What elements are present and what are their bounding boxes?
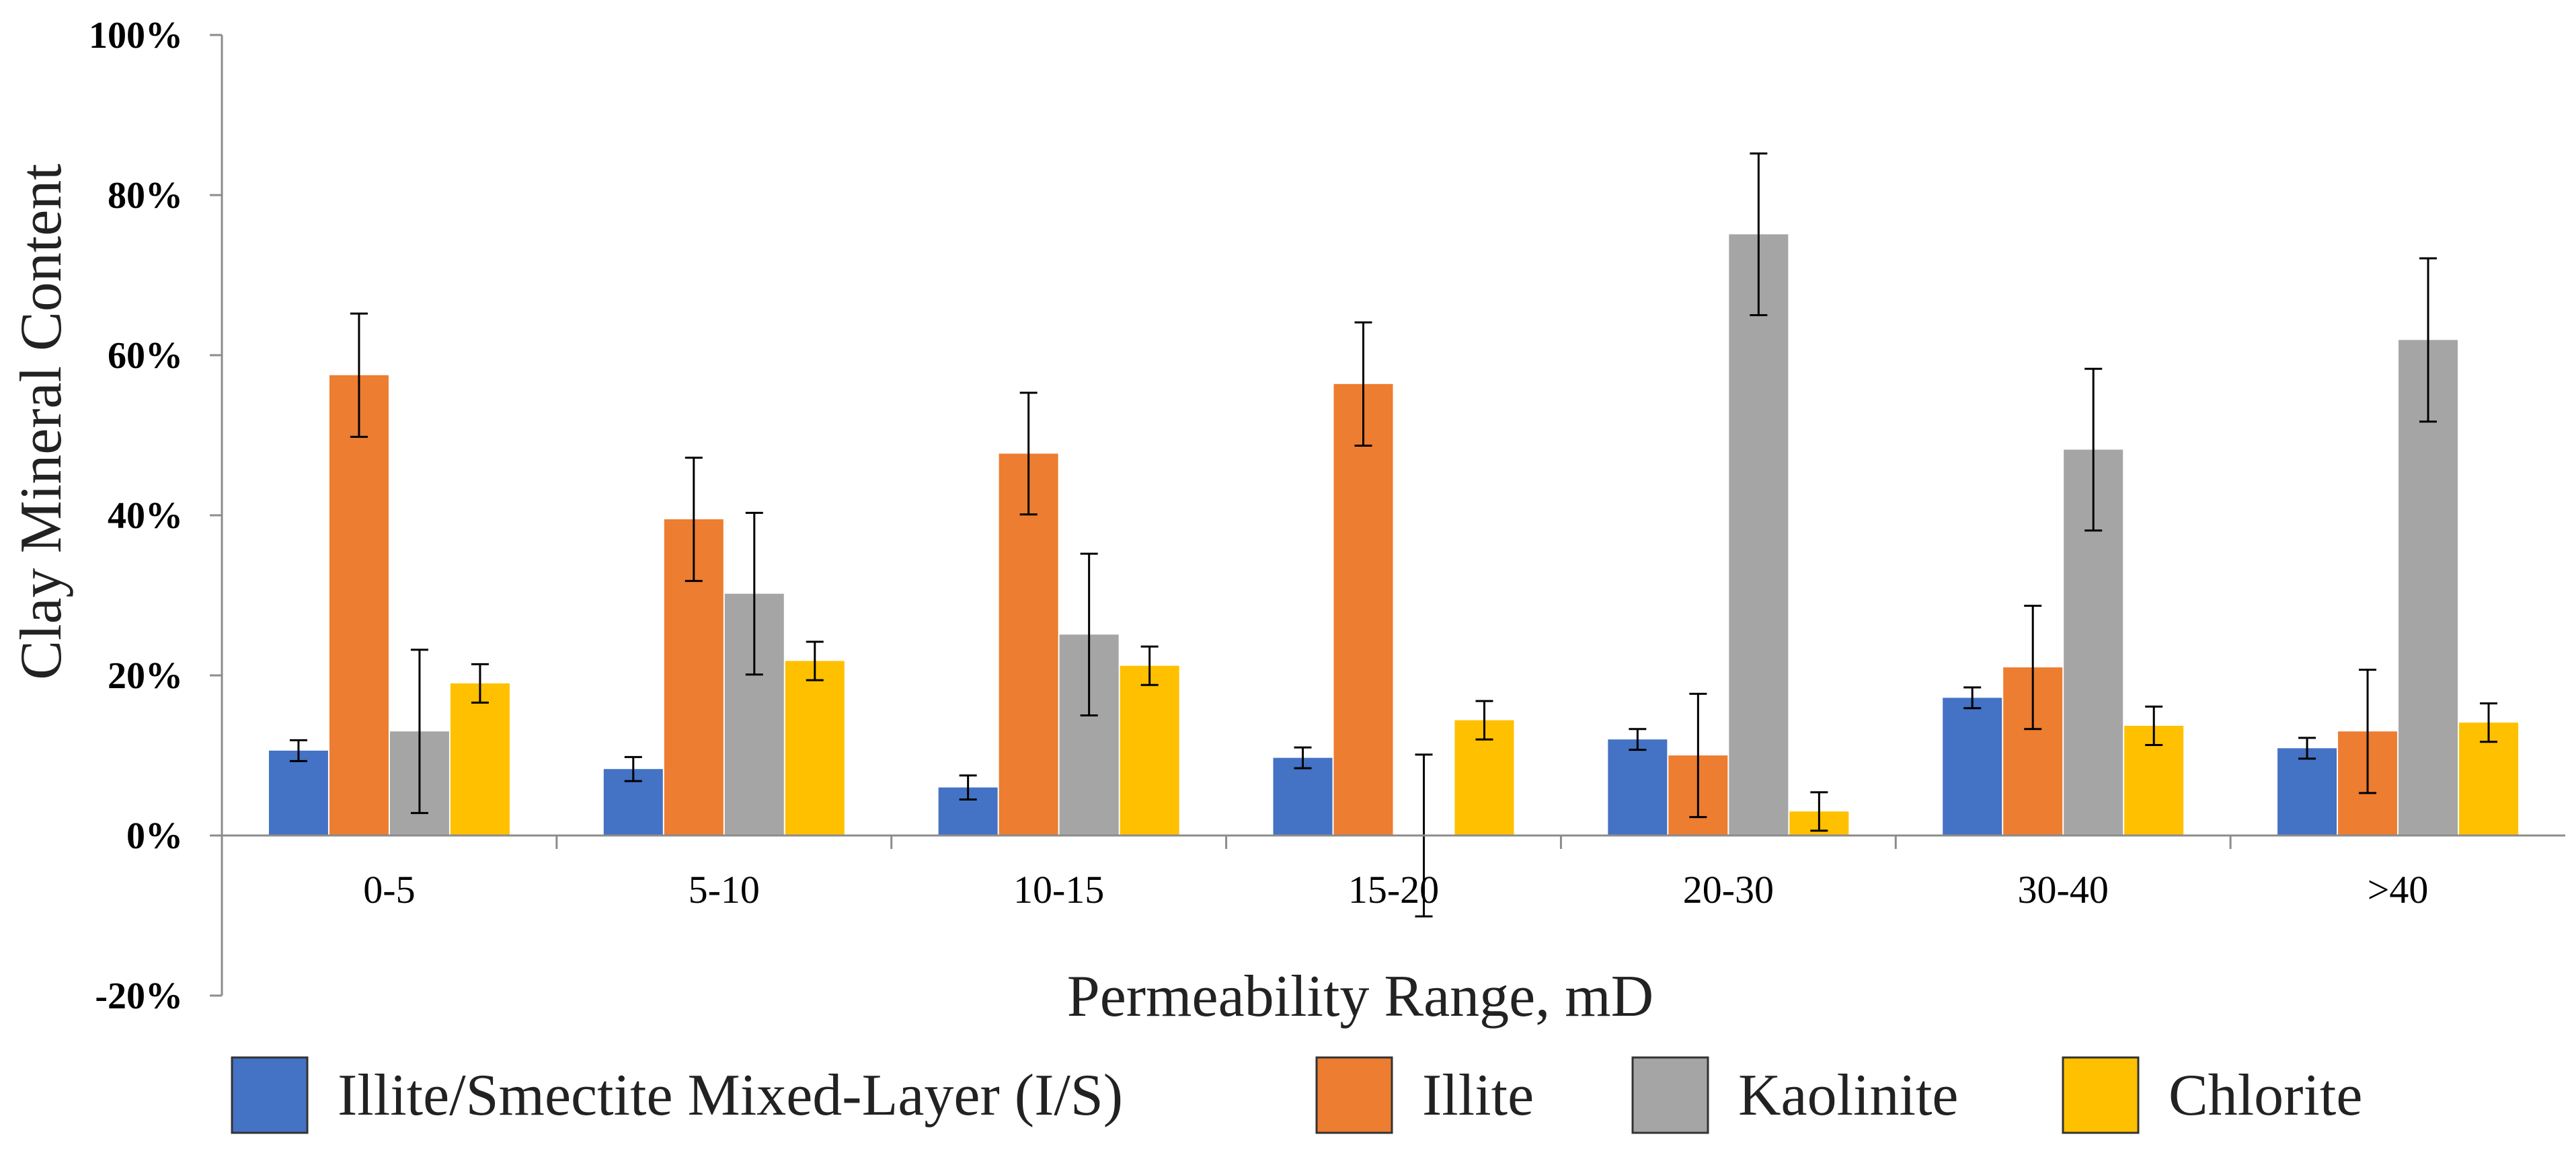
legend-label: Illite/Smectite Mixed-Layer (I/S)	[338, 1063, 1123, 1128]
x-tick-label: 30-40	[2018, 868, 2109, 912]
bar	[1273, 757, 1333, 835]
bar	[450, 683, 510, 835]
x-tick-label: 0-5	[363, 868, 415, 912]
bar	[1943, 698, 2002, 835]
legend-swatch	[1315, 1056, 1393, 1134]
bar	[785, 661, 845, 835]
y-tick-label: 40%	[108, 495, 183, 537]
x-tick-label: 20-30	[1683, 868, 1774, 912]
bar	[2277, 748, 2337, 835]
x-tick-label: 15-20	[1348, 868, 1439, 912]
bar	[1333, 383, 1393, 835]
y-tick-label: 20%	[108, 655, 183, 697]
y-tick-label: 60%	[108, 335, 183, 377]
x-tick-label: 10-15	[1013, 868, 1104, 912]
bar	[268, 750, 328, 835]
legend-swatch	[1631, 1056, 1709, 1134]
y-tick-label: 0%	[126, 815, 183, 857]
legend-swatch	[231, 1056, 309, 1134]
legend-label: Kaolinite	[1738, 1063, 1958, 1128]
bar	[1608, 739, 1668, 835]
y-tick-label: 100%	[89, 15, 183, 57]
legend-label: Illite	[1422, 1063, 1534, 1128]
x-tick-label: 5-10	[689, 868, 760, 912]
legend-swatch	[2062, 1056, 2140, 1134]
bar	[1729, 234, 1789, 835]
error-bars	[289, 152, 2498, 918]
y-tick-label: -20%	[95, 975, 183, 1017]
x-axis-title: Permeability Range, mD	[1067, 964, 1653, 1029]
legend: Illite/Smectite Mixed-Layer (I/S) Illite K…	[231, 1056, 2362, 1134]
bars	[268, 234, 2519, 835]
x-tick-label: >40	[2368, 868, 2429, 912]
legend-label: Chlorite	[2169, 1063, 2362, 1128]
bar	[329, 375, 389, 835]
bar	[999, 453, 1058, 835]
y-tick-label: 80%	[108, 175, 183, 217]
axes: -20% 0% 20% 40% 60% 80% 100% 0-5 5-10 10-15 15-20 2…	[89, 15, 2565, 1017]
y-axis-title: Clay Mineral Content	[9, 163, 74, 679]
bar	[1120, 665, 1179, 835]
